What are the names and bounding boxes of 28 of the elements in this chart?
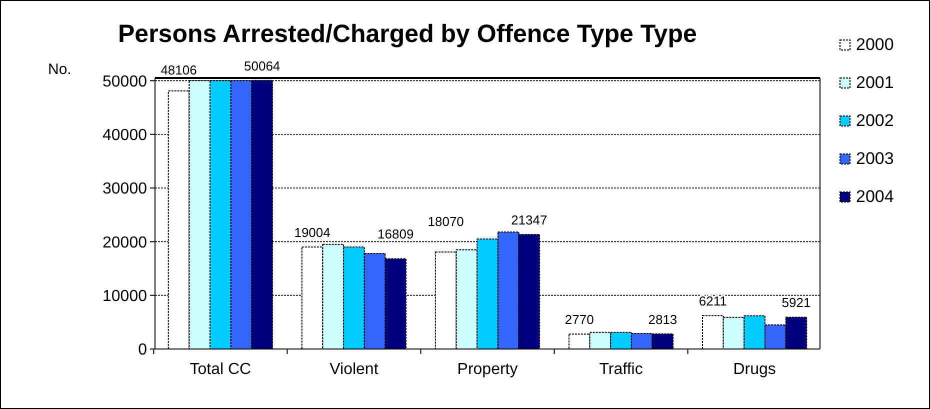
y-tick-label: 50000 — [102, 73, 148, 90]
y-tick-label: 40000 — [102, 126, 148, 144]
legend-label: 2002 — [856, 111, 894, 130]
data-label: 48106 — [160, 62, 197, 78]
legend-label: 2004 — [856, 187, 894, 206]
chart-title: Persons Arrested/Charged by Offence Type Type — [118, 20, 697, 48]
legend-label: 2003 — [856, 149, 894, 168]
y-tick-label: 10000 — [102, 288, 148, 305]
data-label: 5921 — [782, 295, 811, 310]
data-label: 6211 — [698, 294, 727, 309]
x-tick-label: Drugs — [733, 361, 776, 378]
data-label: 2770 — [564, 312, 594, 328]
data-label: 18070 — [428, 214, 464, 230]
x-tick-label: Violent — [330, 361, 379, 378]
data-label: 16809 — [378, 226, 414, 242]
data-label: 19004 — [294, 225, 330, 240]
x-tick-label: Total CC — [190, 361, 252, 378]
data-label: 2813 — [648, 312, 678, 327]
x-tick-label: Traffic — [599, 361, 643, 378]
legend-label: 2000 — [856, 35, 894, 54]
y-axis-title: No. — [48, 61, 72, 78]
x-tick-label: Property — [457, 361, 518, 378]
data-label: 50064 — [244, 58, 280, 74]
legend-label: 2001 — [856, 73, 894, 92]
data-label: 21347 — [511, 212, 548, 228]
y-tick-label: 30000 — [102, 180, 148, 198]
y-tick-label: 0 — [138, 342, 148, 359]
y-tick-label: 20000 — [102, 234, 148, 252]
